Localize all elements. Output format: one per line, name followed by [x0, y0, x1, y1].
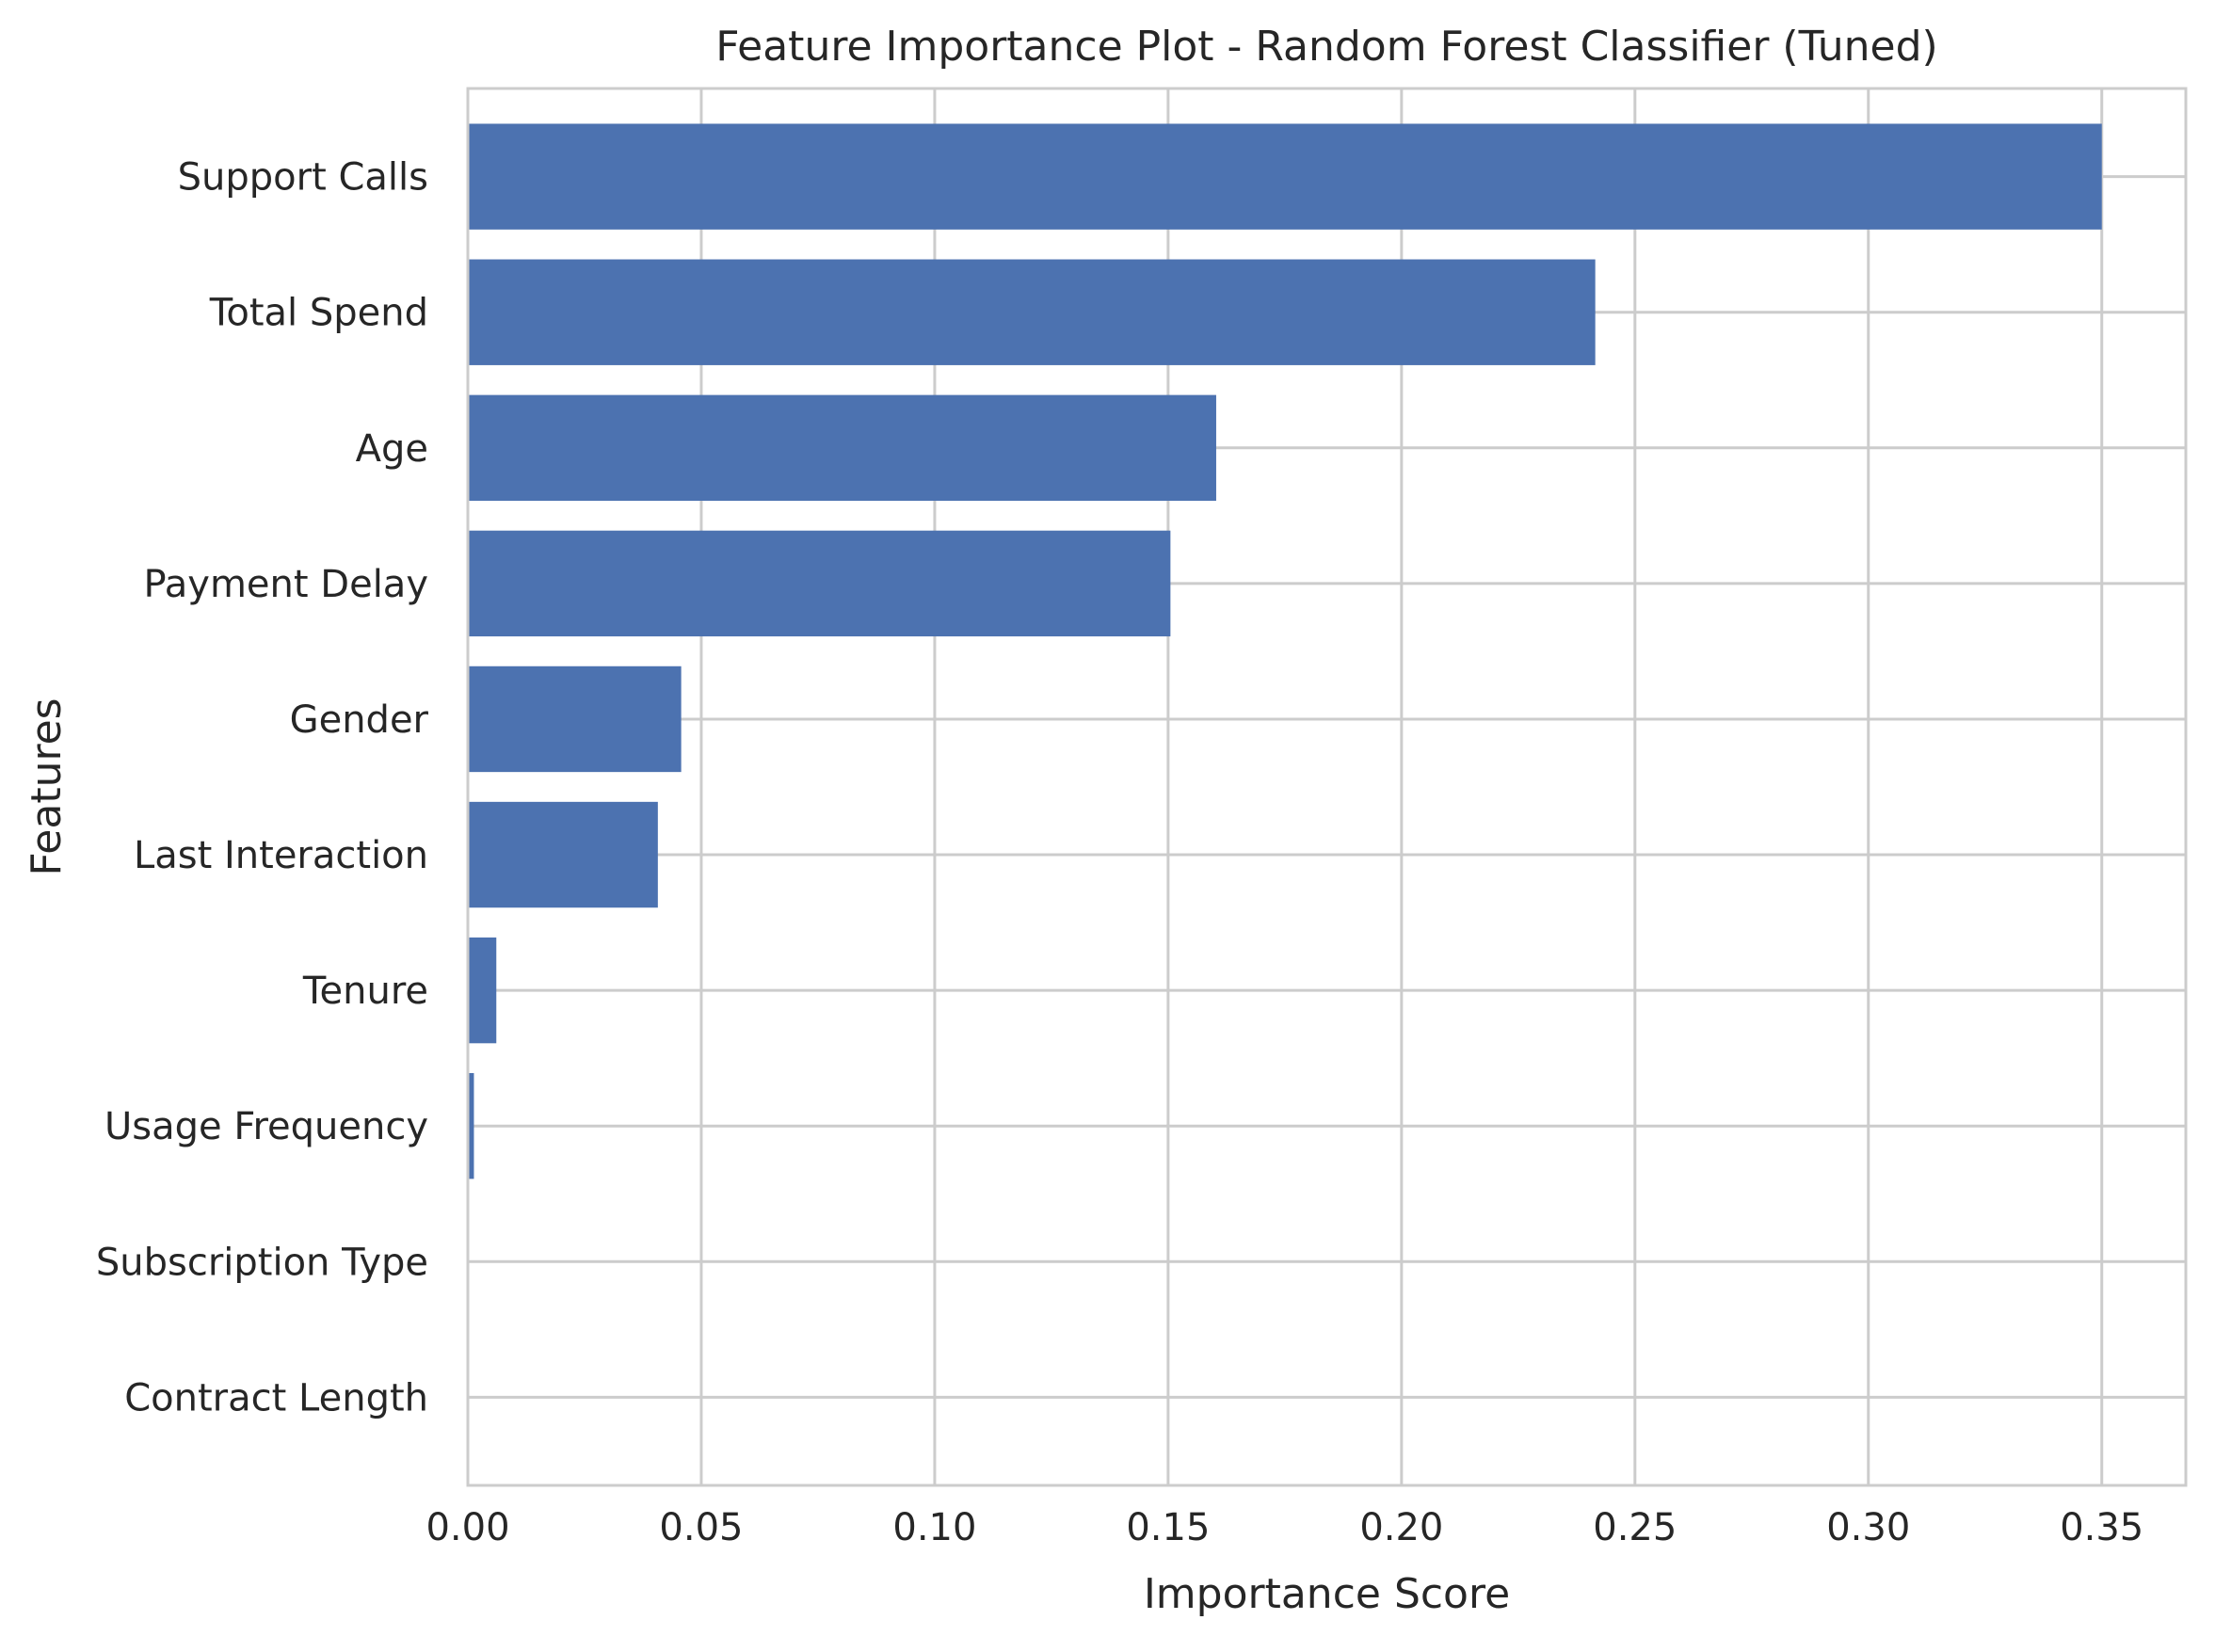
x-tick-label: 0.30: [1826, 1506, 1910, 1549]
chart-title: Feature Importance Plot - Random Forest …: [715, 23, 1937, 71]
bar: [468, 530, 1171, 637]
y-tick-label: Usage Frequency: [104, 1105, 428, 1148]
y-tick-label: Age: [356, 427, 428, 471]
x-tick-label: 0.15: [1126, 1506, 1210, 1549]
x-tick-label: 0.10: [892, 1506, 976, 1549]
plot-frame: [466, 87, 2188, 1487]
x-tick-label: 0.35: [2060, 1506, 2143, 1549]
x-tick-label: 0.00: [425, 1506, 509, 1549]
y-tick-labels: Support Calls Total Spend Age Payment Delay…: [96, 156, 429, 1420]
bar: [468, 1073, 474, 1179]
bar: [468, 666, 682, 773]
y-axis-label: Features: [23, 698, 71, 875]
bar: [468, 801, 658, 908]
x-tick-labels: 0.00 0.05 0.10 0.15 0.20 0.25 0.30 0.35: [425, 1506, 2143, 1549]
bars: [468, 123, 2102, 1179]
y-tick-label: Last Interaction: [134, 834, 428, 877]
y-tick-label: Gender: [290, 698, 429, 742]
y-tick-label: Contract Length: [124, 1376, 428, 1419]
bar: [468, 123, 2102, 230]
y-tick-label: Support Calls: [178, 156, 428, 200]
y-tick-label: Subscription Type: [96, 1241, 428, 1284]
x-tick-label: 0.20: [1359, 1506, 1443, 1549]
y-tick-label: Total Spend: [209, 292, 428, 335]
x-tick-label: 0.25: [1593, 1506, 1677, 1549]
bar: [468, 259, 1596, 365]
bar: [468, 394, 1216, 501]
x-axis-label: Importance Score: [1144, 1570, 1510, 1618]
x-tick-label: 0.05: [659, 1506, 743, 1549]
y-tick-label: Payment Delay: [143, 563, 428, 606]
bar: [468, 937, 497, 1044]
y-tick-label: Tenure: [302, 970, 428, 1013]
